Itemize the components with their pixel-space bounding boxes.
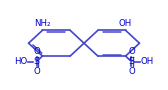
Text: O: O [33, 67, 40, 76]
Text: S: S [129, 57, 134, 66]
Text: O: O [128, 67, 135, 76]
Text: OH: OH [119, 19, 132, 28]
Text: O: O [33, 48, 40, 57]
Text: S: S [34, 57, 39, 66]
Text: OH: OH [140, 57, 154, 66]
Text: HO: HO [14, 57, 28, 66]
Text: NH₂: NH₂ [34, 19, 51, 28]
Text: O: O [128, 48, 135, 57]
